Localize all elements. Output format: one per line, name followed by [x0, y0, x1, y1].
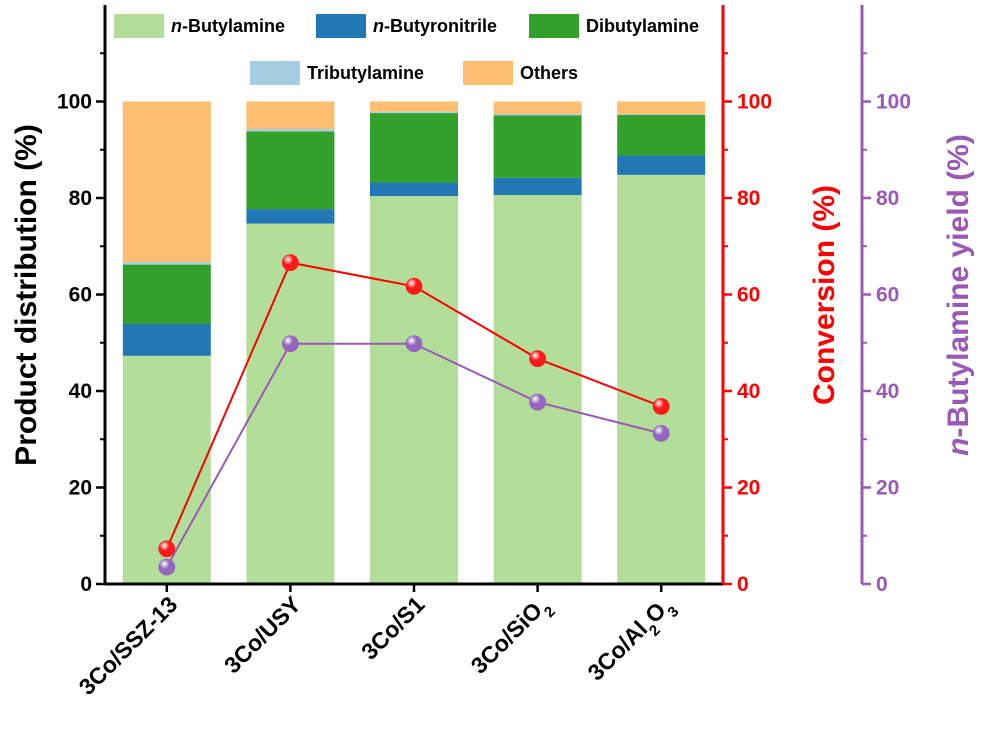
- tick-label: 100: [737, 91, 772, 114]
- tick-label: 80: [876, 187, 899, 210]
- bar-segment: [246, 209, 335, 224]
- category-label-part: 3Co/S1: [356, 591, 430, 665]
- y-axis-yield-title-italic: n: [942, 438, 975, 456]
- tick-label: 60: [876, 284, 899, 307]
- data-point: [652, 398, 670, 415]
- data-point: [405, 335, 423, 353]
- data-point: [405, 277, 423, 295]
- category-label-part: 3Co/USY: [219, 591, 306, 678]
- bar-segment: [370, 196, 458, 584]
- legend-label-italic: n: [171, 16, 182, 36]
- bar-segment: [493, 177, 582, 196]
- legend-label-text: Others: [520, 63, 578, 83]
- legend-label: Others: [520, 63, 578, 83]
- bar-segment: [370, 113, 458, 183]
- category-label-part: 3Co/Al: [582, 616, 652, 686]
- legend-label-text: -Butyronitrile: [384, 16, 497, 36]
- bar-segment: [246, 101, 335, 130]
- tick-label: 80: [737, 187, 760, 210]
- data-point: [652, 425, 670, 442]
- y-axis-yield-title-text: -Butylamine yield (%): [942, 134, 975, 437]
- legend-label-text: Tributylamine: [307, 63, 424, 83]
- bar-segment: [493, 114, 582, 116]
- tick-label: 60: [737, 284, 760, 307]
- data-point: [529, 393, 546, 411]
- category-label: 3Co/S1: [356, 591, 430, 665]
- tick-label: 0: [80, 573, 92, 596]
- y-axis-conversion-title: Conversion (%): [808, 185, 841, 405]
- bar-segment: [370, 101, 458, 112]
- lines-layer: [158, 254, 670, 576]
- bar-segment: [617, 174, 706, 584]
- legend-swatch: [529, 14, 579, 38]
- data-point: [281, 254, 299, 272]
- tick-label: 100: [876, 91, 911, 114]
- legend-label: Dibutylamine: [586, 16, 699, 36]
- category-label-part: 3Co/SiO: [466, 597, 548, 679]
- legend-swatch: [463, 61, 513, 85]
- bar-segment: [370, 111, 458, 114]
- bar-segment: [493, 101, 582, 115]
- bar-segment: [617, 155, 706, 175]
- bar-segment: [246, 129, 335, 132]
- tick-label: 40: [876, 380, 899, 403]
- bar-segment: [493, 115, 582, 178]
- data-point: [529, 350, 546, 368]
- tick-label: 0: [876, 573, 888, 596]
- category-label-part: 3Co/SSZ-13: [74, 591, 183, 700]
- y-axis-yield-title: n-Butylamine yield (%): [942, 134, 975, 456]
- legend-swatch: [316, 14, 366, 38]
- bar-segment: [493, 195, 582, 585]
- bar-segment: [122, 101, 211, 263]
- bar-segment: [617, 101, 706, 115]
- data-point: [158, 558, 176, 576]
- bar-segment: [246, 223, 335, 584]
- legend-label: Tributylamine: [307, 63, 424, 83]
- tick-label: 0: [737, 573, 749, 596]
- bar-segment: [122, 264, 211, 324]
- legend-label-italic: n: [373, 16, 384, 36]
- data-point: [158, 540, 176, 558]
- bar-segment: [370, 182, 458, 197]
- category-label: 3Co/Al2O3: [582, 591, 682, 691]
- bar-segment: [617, 115, 706, 156]
- category-label-part: O: [640, 597, 671, 628]
- tick-label: 40: [69, 380, 92, 403]
- bar-segment: [122, 262, 211, 265]
- category-label: 3Co/SiO2: [466, 591, 559, 684]
- tick-label: 20: [876, 477, 899, 500]
- tick-label: 100: [57, 91, 92, 114]
- tick-label: 80: [69, 187, 92, 210]
- category-label: 3Co/SSZ-13: [74, 591, 183, 700]
- legend: n-Butylamine n-Butyronitrile DibutylamineT…: [114, 14, 699, 85]
- tick-label: 40: [737, 380, 760, 403]
- axis-titles: Product distribution (%) Conversion (%) n-…: [10, 124, 975, 466]
- legend-swatch: [250, 61, 300, 85]
- tick-label: 20: [737, 477, 760, 500]
- category-label: 3Co/USY: [219, 591, 306, 678]
- tick-label: 60: [69, 284, 92, 307]
- bars-layer: [122, 101, 706, 585]
- bar-segment: [122, 323, 211, 356]
- legend-label: n-Butyronitrile: [373, 16, 497, 36]
- data-point: [281, 335, 299, 353]
- legend-label: n-Butylamine: [171, 16, 285, 36]
- legend-label-text: Dibutylamine: [586, 16, 699, 36]
- legend-swatch: [114, 14, 164, 38]
- y-axis-left-title: Product distribution (%): [10, 124, 43, 466]
- bar-segment: [617, 114, 706, 116]
- bar-segment: [246, 131, 335, 210]
- legend-label-text: -Butylamine: [182, 16, 285, 36]
- tick-label: 20: [69, 477, 92, 500]
